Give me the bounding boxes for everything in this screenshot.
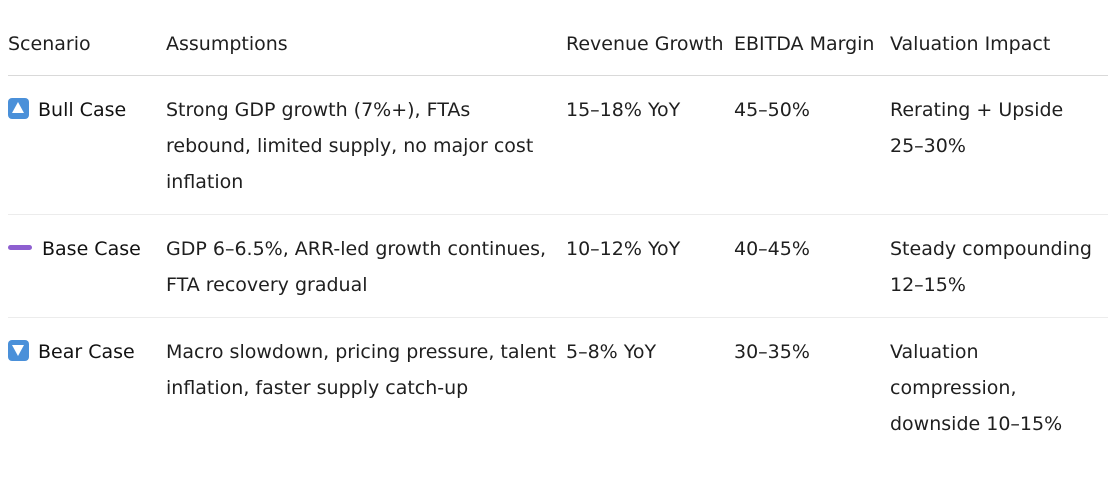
table-row-bull: Bull Case Strong GDP growth (7%+), FTAs … (8, 75, 1108, 215)
scenario-cell: Base Case (8, 214, 166, 318)
ebitda-margin-cell: 40–45% (734, 214, 890, 318)
scenario-label: Bear Case (38, 341, 135, 363)
valuation-impact-cell: Rerating + Upside 25–30% (890, 75, 1108, 215)
ebitda-margin-cell: 45–50% (734, 75, 890, 215)
valuation-impact-cell: Steady compounding 12–15% (890, 214, 1108, 318)
ebitda-margin-cell: 30–35% (734, 341, 810, 363)
scenario-cell: Bear Case (8, 318, 166, 443)
assumptions-cell: Strong GDP growth (7%+), FTAs rebound, l… (166, 75, 566, 215)
scenario-cell: Bull Case (8, 75, 166, 215)
header-assumptions: Assumptions (166, 26, 566, 76)
scenario-table: Scenario Assumptions Revenue Growth EBIT… (8, 26, 1108, 442)
minus-icon (8, 245, 32, 250)
up-arrow-icon (8, 98, 29, 119)
header-valuation-impact: Valuation Impact (890, 26, 1108, 76)
revenue-growth-cell: 15–18% YoY (566, 75, 734, 215)
revenue-growth-cell: 10–12% YoY (566, 214, 734, 318)
header-row: Scenario Assumptions Revenue Growth EBIT… (8, 26, 1108, 76)
header-scenario: Scenario (8, 26, 166, 76)
table-body: Bull Case Strong GDP growth (7%+), FTAs … (8, 75, 1108, 443)
table-header: Scenario Assumptions Revenue Growth EBIT… (8, 26, 1108, 76)
table-row-base: Base Case GDP 6–6.5%, ARR-led growth con… (8, 214, 1108, 318)
assumptions-cell: Macro slowdown, pricing pressure, talent… (166, 341, 556, 399)
table-row-bear: Bear Case Macro slowdown, pricing pressu… (8, 318, 1108, 443)
down-arrow-icon (8, 340, 29, 361)
header-revenue-growth: Revenue Growth (566, 26, 734, 76)
valuation-impact-cell: Valuation compression, downside 10–15% (890, 341, 1063, 435)
revenue-growth-cell: 5–8% YoY (566, 341, 657, 363)
scenario-label: Base Case (42, 238, 141, 260)
assumptions-cell: GDP 6–6.5%, ARR-led growth continues, FT… (166, 214, 566, 318)
header-ebitda-margin: EBITDA Margin (734, 26, 890, 76)
scenario-label: Bull Case (38, 99, 127, 121)
